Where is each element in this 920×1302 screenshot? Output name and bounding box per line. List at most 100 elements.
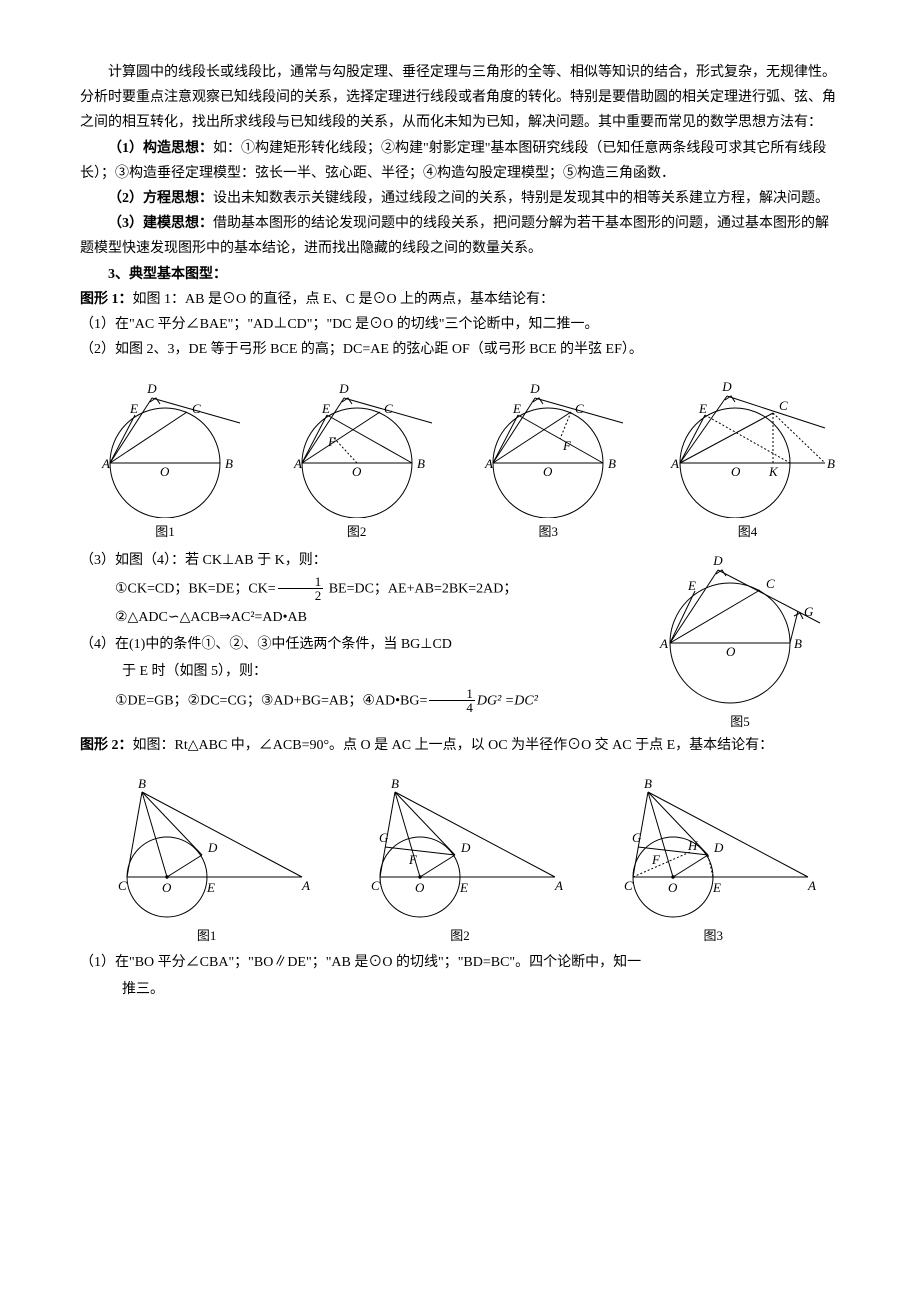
s2fig3-svg: B D G F H C O E A <box>608 772 818 922</box>
fig5-svg: D E C G A O B <box>640 548 840 708</box>
lbl-Cb2: C <box>371 878 380 893</box>
fig3-svg: D E C F A O B <box>463 368 633 518</box>
shape1-body: 如图 1：AB 是⊙O 的直径，点 E、C 是⊙O 上的两点，基本结论有： <box>133 292 555 307</box>
lbl-Cb1: C <box>118 878 127 893</box>
lbl-B5: B <box>794 636 802 651</box>
lbl-K4: K <box>768 464 779 479</box>
point-2: （2）方程思想：设出未知数表示关键线段，通过线段之间的关系，特别是发现其中的相等… <box>80 186 840 211</box>
lbl-E: E <box>129 401 138 416</box>
frac-q-num: 1 <box>429 687 475 702</box>
shape1-title: 图形 1：如图 1：AB 是⊙O 的直径，点 E、C 是⊙O 上的两点，基本结论… <box>80 287 840 312</box>
lbl-Db2: D <box>460 840 471 855</box>
lbl-A5: A <box>659 636 668 651</box>
lbl-C4: C <box>779 398 788 413</box>
lbl-E4: E <box>698 401 707 416</box>
lbl-O5: O <box>726 644 736 659</box>
shape1-s3-2: ②△ADC∽△ACB⇒AC²=AD•AB <box>80 605 620 630</box>
lbl-Ob1: O <box>162 880 172 895</box>
lbl-A4: A <box>670 456 679 471</box>
lbl-Ab1: A <box>301 878 310 893</box>
shape2-s1a: （1）在"BO 平分∠CBA"；"BO∥DE"；"AB 是⊙O 的切线"；"BD… <box>80 950 840 975</box>
lbl-E5: E <box>687 578 696 593</box>
lbl-B: B <box>225 456 233 471</box>
shape1-s1: （1）在"AC 平分∠BAE"；"AD⊥CD"；"DC 是⊙O 的切线"三个论断… <box>80 312 840 337</box>
shape1-s4b: 于 E 时（如图 5），则： <box>80 659 620 684</box>
s4-1b: DG² =DC² <box>477 693 538 708</box>
lbl-D4: D <box>721 379 732 394</box>
s2fig2-svg: B D G F C O E A <box>355 772 565 922</box>
lbl-E2: E <box>321 401 330 416</box>
point-2-body: 设出未知数表示关键线段，通过线段之间的关系，特别是发现其中的相等关系建立方程，解… <box>213 191 829 206</box>
s2fig1-caption: 图1 <box>102 924 312 947</box>
lbl-A: A <box>101 456 110 471</box>
shape1-s2: （2）如图 2、3，DE 等于弓形 BCE 的高；DC=AE 的弦心距 OF（或… <box>80 337 840 362</box>
lbl-Bb3: B <box>644 776 652 791</box>
fig1-wrap: D E C A O B 图1 <box>80 368 250 543</box>
point-4: 3、典型基本图型： <box>80 262 840 287</box>
frac-quarter: 14 <box>429 687 475 715</box>
fig3-wrap: D E C F A O B 图3 <box>463 368 633 543</box>
lbl-Eb3: E <box>712 880 721 895</box>
lbl-O3: O <box>543 464 553 479</box>
shape1-s3: （3）如图（4）：若 CK⊥AB 于 K，则： <box>80 548 620 573</box>
lbl-A2: A <box>293 456 302 471</box>
point-2-head: （2）方程思想： <box>108 191 213 206</box>
lbl-Gb2: G <box>379 830 389 845</box>
s3-1a: ①CK=CD；BK=DE；CK= <box>115 581 276 596</box>
lbl-Db3: D <box>713 840 724 855</box>
lbl-Gb3: G <box>632 830 642 845</box>
lbl-O: O <box>160 464 170 479</box>
lbl-Cb3: C <box>624 878 633 893</box>
s2fig1-svg: B D C O E A <box>102 772 312 922</box>
shape1-lower-text: （3）如图（4）：若 CK⊥AB 于 K，则： ①CK=CD；BK=DE；CK=… <box>80 548 620 717</box>
lbl-D5: D <box>712 553 723 568</box>
s2fig3-wrap: B D G F H C O E A 图3 <box>608 772 818 947</box>
fig2-wrap: D E C F A O B 图2 <box>272 368 442 543</box>
lbl-Eb1: E <box>206 880 215 895</box>
lbl-Fb3: F <box>651 852 661 867</box>
shape2-figrow: B D C O E A 图1 B <box>80 772 840 947</box>
fig4-caption: 图4 <box>655 520 840 543</box>
frac-half: 12 <box>278 575 324 603</box>
lbl-F2: F <box>327 434 337 449</box>
fig1-svg: D E C A O B <box>80 368 250 518</box>
s3-1b: BE=DC；AE+AB=2BK=2AD； <box>325 581 517 596</box>
fig3-caption: 图3 <box>463 520 633 543</box>
lbl-Eb2: E <box>459 880 468 895</box>
shape2-title: 图形 2：如图：Rt△ABC 中，∠ACB=90°。点 O 是 AC 上一点，以… <box>80 733 840 758</box>
lbl-B2: B <box>417 456 425 471</box>
lbl-E3: E <box>512 401 521 416</box>
lbl-F3: F <box>562 438 572 453</box>
lbl-Hb3: H <box>687 838 698 853</box>
s2fig2-caption: 图2 <box>355 924 565 947</box>
lbl-Bb2: B <box>391 776 399 791</box>
s2fig2-wrap: B D G F C O E A 图2 <box>355 772 565 947</box>
lbl-B4: B <box>827 456 835 471</box>
intro-paragraph: 计算圆中的线段长或线段比，通常与勾股定理、垂径定理与三角形的全等、相似等知识的结… <box>80 60 840 136</box>
lbl-B3: B <box>608 456 616 471</box>
fig2-caption: 图2 <box>272 520 442 543</box>
point-1-head: （1）构造思想： <box>108 141 213 156</box>
fig4-wrap: D E C A O K B 图4 <box>655 368 840 543</box>
point-3: （3）建模思想：借助基本图形的结论发现问题中的线段关系，把问题分解为若干基本图形… <box>80 211 840 261</box>
frac-half-den: 2 <box>278 589 324 603</box>
lbl-C: C <box>192 401 201 416</box>
lbl-O4: O <box>731 464 741 479</box>
lbl-Fb2: F <box>408 852 418 867</box>
s2fig1-wrap: B D C O E A 图1 <box>102 772 312 947</box>
lbl-Ob2: O <box>415 880 425 895</box>
frac-q-den: 4 <box>429 701 475 715</box>
point-1: （1）构造思想：如：①构建矩形转化线段；②构建"射影定理"基本图研究线段（已知任… <box>80 136 840 186</box>
lbl-C3: C <box>575 401 584 416</box>
lbl-G5: G <box>804 604 814 619</box>
lbl-D2: D <box>338 381 349 396</box>
s2fig3-caption: 图3 <box>608 924 818 947</box>
lbl-Ab3: A <box>807 878 816 893</box>
fig5-wrap: D E C G A O B 图5 <box>640 548 840 733</box>
lbl-Db1: D <box>207 840 218 855</box>
s4-1a: ①DE=GB；②DC=CG；③AD+BG=AB；④AD•BG= <box>115 693 427 708</box>
lbl-Ab2: A <box>554 878 563 893</box>
fig1-caption: 图1 <box>80 520 250 543</box>
shape1-s4a: （4）在(1)中的条件①、②、③中任选两个条件，当 BG⊥CD <box>80 632 620 657</box>
lbl-Bb1: B <box>138 776 146 791</box>
